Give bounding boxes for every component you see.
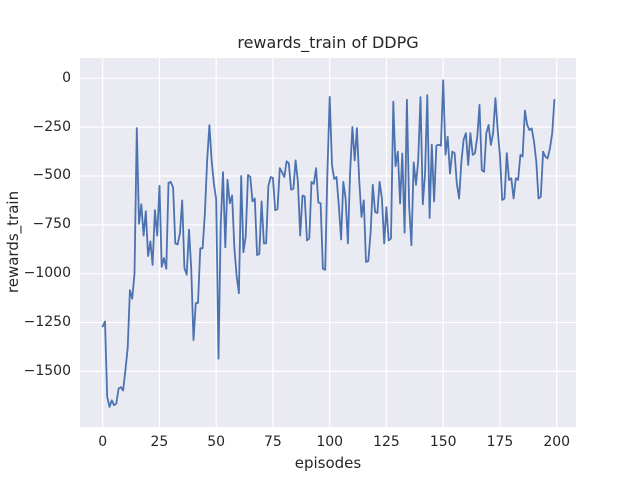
plot-area <box>80 58 576 427</box>
x-tick-label: 25 <box>150 434 169 450</box>
chart-title: rewards_train of DDPG <box>237 33 419 52</box>
y-tick-label: −1500 <box>23 362 71 379</box>
plot-canvas <box>80 58 576 427</box>
x-tick-label: 150 <box>429 434 457 450</box>
y-tick-label: 0 <box>62 69 71 86</box>
x-tick-label: 0 <box>98 434 108 450</box>
y-tick-label: −500 <box>32 167 71 184</box>
y-tick-label: −250 <box>32 118 71 135</box>
y-tick-label: −1250 <box>23 314 71 331</box>
x-tick-label: 200 <box>543 434 571 450</box>
y-tick-label: −1000 <box>23 265 71 282</box>
x-tick-label: 125 <box>373 434 400 450</box>
x-tick-label: 175 <box>486 434 514 450</box>
x-tick-labels: 0 25 50 75 100 125 150 175 200 <box>80 434 576 451</box>
x-axis-label: episodes <box>294 454 362 472</box>
x-tick-label: 75 <box>264 434 282 450</box>
gridlines <box>80 58 576 427</box>
y-tick-label: −750 <box>32 216 71 233</box>
series-line-ddpg <box>101 79 556 408</box>
y-tick-labels: 0 −250 −500 −750 −1000 −1250 −1500 <box>0 58 71 427</box>
x-tick-label: 50 <box>207 434 226 450</box>
x-tick-label: 100 <box>316 434 344 450</box>
